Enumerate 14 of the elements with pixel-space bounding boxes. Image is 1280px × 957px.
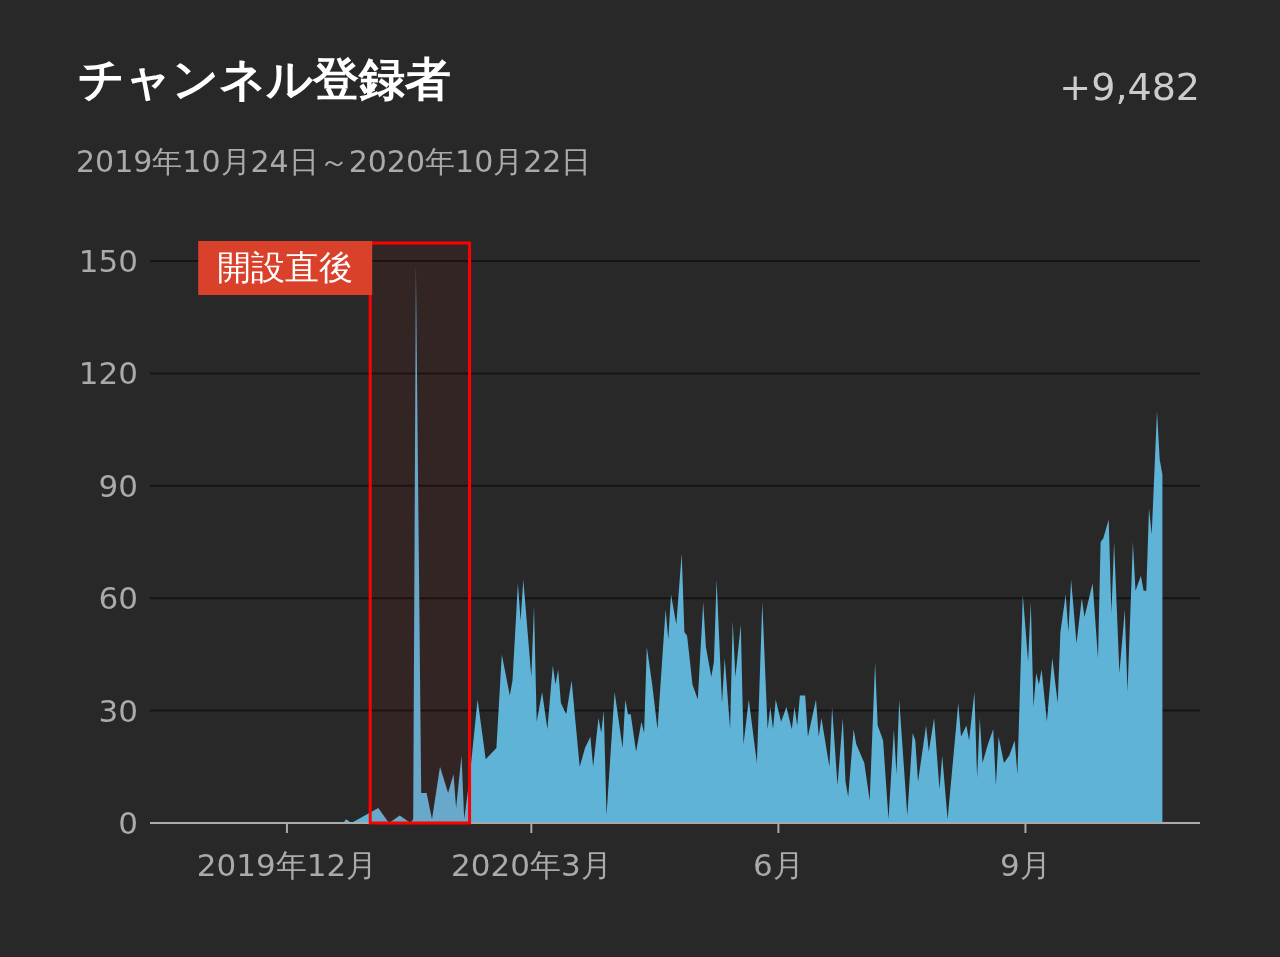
x-tick-label: 9月 [1000, 847, 1051, 883]
y-tick-label: 90 [98, 467, 138, 504]
y-tick-label: 0 [118, 805, 138, 841]
x-tick-label: 6月 [753, 847, 804, 883]
y-tick-label: 30 [98, 692, 138, 729]
x-tick-label: 2020年3月 [451, 847, 612, 883]
y-tick-label: 60 [98, 580, 138, 617]
y-tick-label: 150 [78, 243, 138, 279]
x-tick-label: 2019年12月 [196, 847, 378, 883]
band-label: 開設直後 [217, 247, 354, 287]
chart-title: チャンネル登録者 [78, 52, 451, 106]
chart-subtitle: 2019年10月24日～2020年10月22日 [76, 144, 592, 179]
y-tick-label: 120 [78, 355, 138, 392]
text: +9,482 [1059, 65, 1200, 109]
